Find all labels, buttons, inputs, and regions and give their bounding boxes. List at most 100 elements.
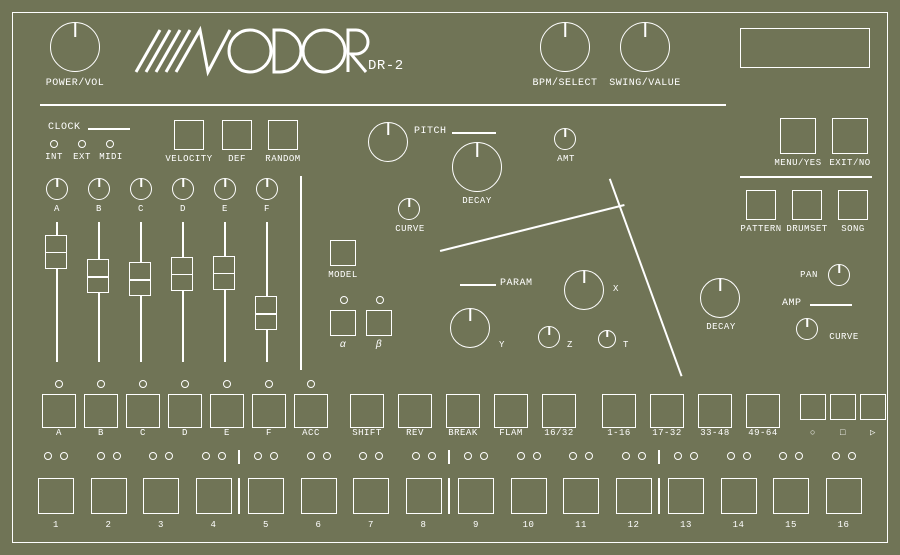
step-button-2[interactable]	[91, 478, 127, 514]
step-button-3[interactable]	[143, 478, 179, 514]
step-label: 12	[616, 520, 652, 530]
step-led-a	[779, 452, 787, 460]
row-button[interactable]	[350, 394, 384, 428]
fader-c[interactable]	[129, 262, 151, 296]
fader-e[interactable]	[213, 256, 235, 290]
pitch-main-knob[interactable]	[368, 122, 408, 162]
step-button-4[interactable]	[196, 478, 232, 514]
swing-value-knob[interactable]	[620, 22, 670, 72]
row-label: 17-32	[640, 428, 694, 438]
random-button[interactable]	[268, 120, 298, 150]
row-button[interactable]	[746, 394, 780, 428]
step-button-13[interactable]	[668, 478, 704, 514]
channel-knob-e[interactable]	[214, 178, 236, 200]
step-label: 9	[458, 520, 494, 530]
row-button[interactable]	[42, 394, 76, 428]
amp-decay-knob[interactable]	[700, 278, 740, 318]
step-button-16[interactable]	[826, 478, 862, 514]
step-led-a	[149, 452, 157, 460]
row-label: 33-48	[688, 428, 742, 438]
param-z-knob[interactable]	[538, 326, 560, 348]
divider	[658, 450, 660, 464]
step-led-b	[218, 452, 226, 460]
step-button-5[interactable]	[248, 478, 284, 514]
pitch-amt-knob[interactable]	[554, 128, 576, 150]
channel-knob-b[interactable]	[88, 178, 110, 200]
pattern-button[interactable]	[746, 190, 776, 220]
clock-ext-label: EXT	[70, 152, 94, 162]
row-button[interactable]	[252, 394, 286, 428]
exit-no-button[interactable]	[832, 118, 868, 154]
step-button-7[interactable]	[353, 478, 389, 514]
alpha-label: α	[334, 340, 352, 351]
channel-knob-label: B	[82, 204, 116, 214]
step-button-10[interactable]	[511, 478, 547, 514]
channel-knob-label: D	[166, 204, 200, 214]
menu-yes-button[interactable]	[780, 118, 816, 154]
drumset-button[interactable]	[792, 190, 822, 220]
row-button[interactable]	[542, 394, 576, 428]
row-label: 16/32	[532, 428, 586, 438]
power-vol-knob[interactable]	[50, 22, 100, 72]
step-button-6[interactable]	[301, 478, 337, 514]
def-button[interactable]	[222, 120, 252, 150]
step-button-14[interactable]	[721, 478, 757, 514]
fader-d[interactable]	[171, 257, 193, 291]
divider	[810, 304, 852, 306]
pitch-curve-knob[interactable]	[398, 198, 420, 220]
param-y-knob[interactable]	[450, 308, 490, 348]
row-button[interactable]	[398, 394, 432, 428]
amp-curve-knob[interactable]	[796, 318, 818, 340]
step-led-b	[795, 452, 803, 460]
step-button-11[interactable]	[563, 478, 599, 514]
velocity-button[interactable]	[174, 120, 204, 150]
step-label: 13	[668, 520, 704, 530]
step-button-15[interactable]	[773, 478, 809, 514]
fader-track	[224, 222, 226, 362]
fader-f[interactable]	[255, 296, 277, 330]
param-x-knob[interactable]	[564, 270, 604, 310]
row-button[interactable]	[494, 394, 528, 428]
step-button-1[interactable]	[38, 478, 74, 514]
row-button[interactable]	[84, 394, 118, 428]
menu-yes-label: MENU/YES	[770, 158, 826, 168]
fader-b[interactable]	[87, 259, 109, 293]
fader-a[interactable]	[45, 235, 67, 269]
divider	[658, 478, 660, 514]
step-led-b	[165, 452, 173, 460]
row-button[interactable]	[168, 394, 202, 428]
row-button[interactable]	[860, 394, 886, 420]
row-button[interactable]	[210, 394, 244, 428]
channel-knob-a[interactable]	[46, 178, 68, 200]
step-label: 15	[773, 520, 809, 530]
row-button[interactable]	[800, 394, 826, 420]
channel-knob-d[interactable]	[172, 178, 194, 200]
step-label: 4	[196, 520, 232, 530]
step-button-8[interactable]	[406, 478, 442, 514]
velocity-label: VELOCITY	[160, 154, 218, 164]
row-led	[181, 380, 189, 388]
channel-knob-c[interactable]	[130, 178, 152, 200]
row-button[interactable]	[698, 394, 732, 428]
row-button[interactable]	[126, 394, 160, 428]
pitch-decay-knob[interactable]	[452, 142, 502, 192]
model-button[interactable]	[330, 240, 356, 266]
row-button[interactable]	[830, 394, 856, 420]
row-button[interactable]	[650, 394, 684, 428]
row-led	[307, 380, 315, 388]
model-btn-label: MODEL	[320, 270, 366, 280]
step-button-12[interactable]	[616, 478, 652, 514]
song-button[interactable]	[838, 190, 868, 220]
param-t-knob[interactable]	[598, 330, 616, 348]
pitch-title: PITCH	[414, 126, 447, 137]
row-button[interactable]	[602, 394, 636, 428]
beta-button[interactable]	[366, 310, 392, 336]
alpha-button[interactable]	[330, 310, 356, 336]
amp-pan-knob[interactable]	[828, 264, 850, 286]
channel-knob-f[interactable]	[256, 178, 278, 200]
row-button[interactable]	[446, 394, 480, 428]
bpm-select-knob[interactable]	[540, 22, 590, 72]
step-button-9[interactable]	[458, 478, 494, 514]
amp-decay-label: DECAY	[696, 322, 746, 332]
row-button[interactable]	[294, 394, 328, 428]
